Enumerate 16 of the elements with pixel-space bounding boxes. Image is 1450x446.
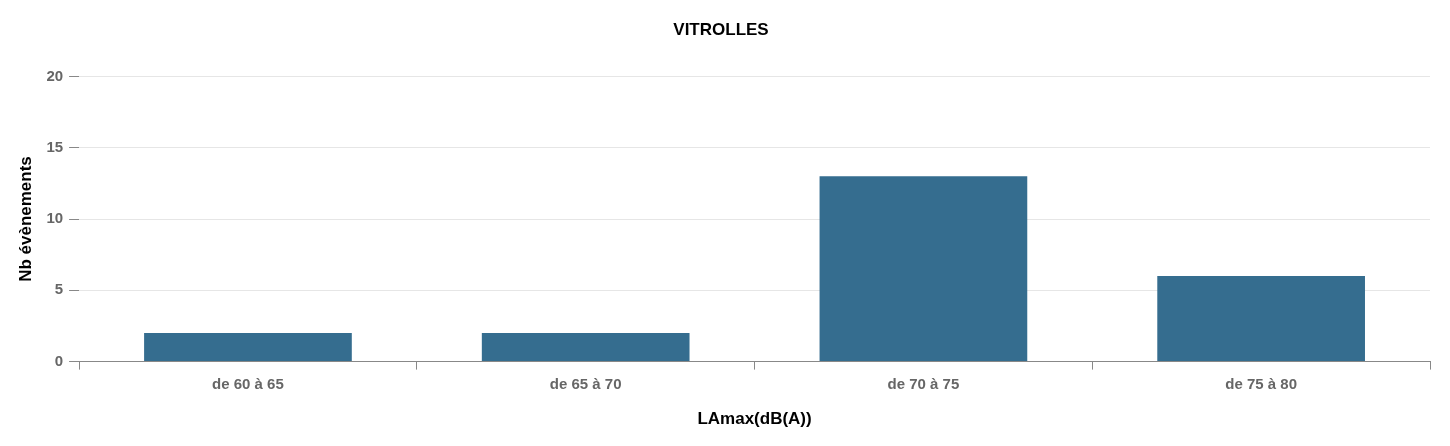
x-axis-title: LAmax(dB(A)): [697, 409, 812, 429]
x-tick-label: de 60 à 65: [212, 374, 284, 392]
y-tick-label: 10: [46, 209, 64, 227]
bar: [481, 333, 690, 362]
y-tick-label: 15: [46, 137, 64, 155]
y-tick-label: 0: [54, 351, 64, 369]
y-axis-title: Nb évènements: [15, 156, 35, 282]
x-tick-label: de 70 à 75: [887, 374, 960, 392]
bar: [144, 333, 352, 362]
x-tick-label: de 75 à 80: [1225, 374, 1297, 392]
chart-title: VITROLLES: [673, 19, 769, 39]
y-tick-label: 20: [46, 66, 64, 84]
bar: [1157, 276, 1365, 362]
bar: [819, 176, 1028, 362]
y-tick-label: 5: [54, 280, 64, 298]
x-tick-label: de 65 à 70: [549, 374, 622, 392]
